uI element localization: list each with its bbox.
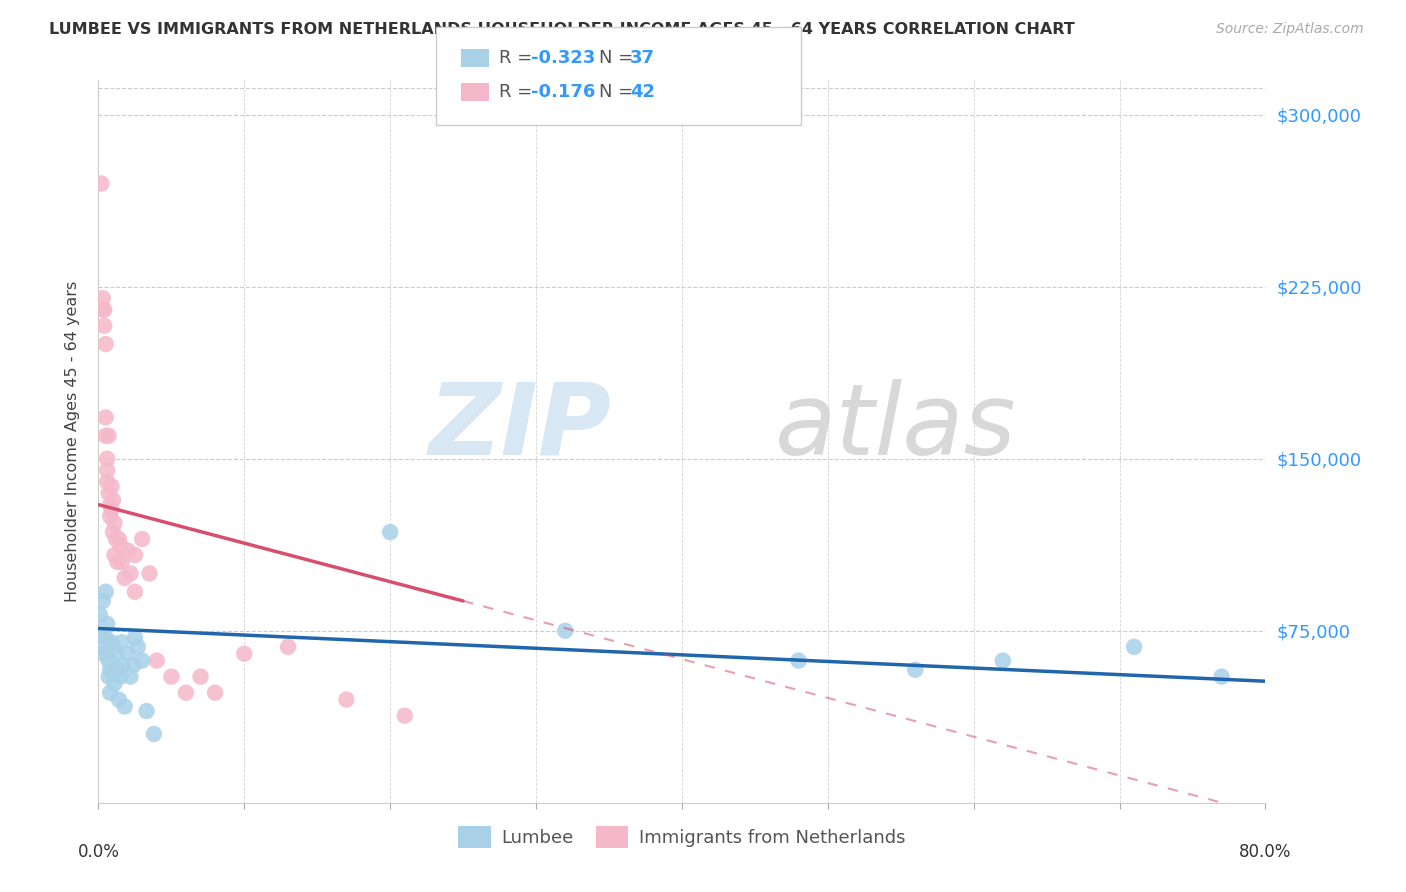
Point [94, 584, 117, 599]
Point [97, 654, 120, 668]
Point [101, 640, 124, 654]
Point [103, 516, 125, 530]
Point [135, 704, 157, 718]
Y-axis label: Householder Income Ages 45 - 64 years: Householder Income Ages 45 - 64 years [65, 281, 80, 602]
Point [98, 663, 121, 677]
Point [101, 493, 124, 508]
Point [124, 548, 146, 562]
Point [277, 640, 299, 654]
Point [97, 670, 120, 684]
Text: 37: 37 [630, 49, 655, 67]
Legend: Lumbee, Immigrants from Netherlands: Lumbee, Immigrants from Netherlands [451, 819, 912, 855]
Point [104, 532, 127, 546]
Point [91, 594, 114, 608]
Point [904, 663, 927, 677]
Point [991, 654, 1014, 668]
Point [90, 628, 112, 642]
Point [138, 566, 160, 581]
Point [131, 532, 153, 546]
Point [91, 640, 114, 654]
Point [131, 654, 153, 668]
Point [1123, 640, 1146, 654]
Point [101, 525, 124, 540]
Point [111, 635, 134, 649]
Point [117, 543, 139, 558]
Text: 80.0%: 80.0% [1239, 843, 1292, 861]
Point [100, 479, 122, 493]
Point [117, 647, 139, 661]
Point [104, 647, 127, 661]
Point [94, 410, 117, 425]
Point [204, 686, 226, 700]
Point [787, 654, 810, 668]
Point [96, 451, 118, 466]
Point [93, 318, 115, 333]
Point [98, 509, 121, 524]
Point [233, 647, 256, 661]
Text: N =: N = [599, 49, 638, 67]
Point [98, 686, 121, 700]
Point [96, 616, 118, 631]
Point [93, 647, 115, 661]
Point [190, 670, 212, 684]
Point [122, 658, 145, 673]
Text: -0.323: -0.323 [531, 49, 596, 67]
Point [108, 532, 131, 546]
Point [103, 676, 125, 690]
Point [96, 475, 118, 489]
Point [114, 571, 136, 585]
Point [142, 727, 165, 741]
Point [105, 663, 128, 677]
Point [94, 429, 117, 443]
Point [380, 525, 402, 540]
Point [98, 498, 121, 512]
Text: Source: ZipAtlas.com: Source: ZipAtlas.com [1216, 22, 1364, 37]
Text: R =: R = [499, 49, 538, 67]
Point [174, 686, 197, 700]
Text: atlas: atlas [775, 378, 1017, 475]
Point [100, 502, 122, 516]
Point [124, 631, 146, 645]
Point [103, 548, 125, 562]
Point [124, 584, 146, 599]
Point [1211, 670, 1233, 684]
Text: LUMBEE VS IMMIGRANTS FROM NETHERLANDS HOUSEHOLDER INCOME AGES 45 - 64 YEARS CORR: LUMBEE VS IMMIGRANTS FROM NETHERLANDS HO… [49, 22, 1076, 37]
Point [394, 708, 416, 723]
Point [120, 670, 142, 684]
Point [110, 670, 132, 684]
Point [110, 539, 132, 553]
Point [127, 640, 149, 654]
Point [97, 486, 120, 500]
Text: 42: 42 [630, 83, 655, 101]
Text: R =: R = [499, 83, 538, 101]
Point [108, 692, 131, 706]
Point [93, 302, 115, 317]
Point [112, 658, 135, 673]
Point [335, 692, 357, 706]
Text: ZIP: ZIP [429, 378, 612, 475]
Point [111, 555, 134, 569]
Text: N =: N = [599, 83, 638, 101]
Point [105, 555, 128, 569]
Point [100, 635, 122, 649]
Text: 0.0%: 0.0% [77, 843, 120, 861]
Point [146, 654, 169, 668]
Point [94, 337, 117, 351]
Point [114, 699, 136, 714]
Point [94, 631, 117, 645]
Point [96, 463, 118, 477]
Point [90, 177, 112, 191]
Point [91, 302, 114, 317]
Point [120, 566, 142, 581]
Text: -0.176: -0.176 [531, 83, 596, 101]
Point [160, 670, 183, 684]
Point [97, 429, 120, 443]
Point [554, 624, 576, 638]
Point [91, 291, 114, 305]
Point [89, 607, 111, 622]
